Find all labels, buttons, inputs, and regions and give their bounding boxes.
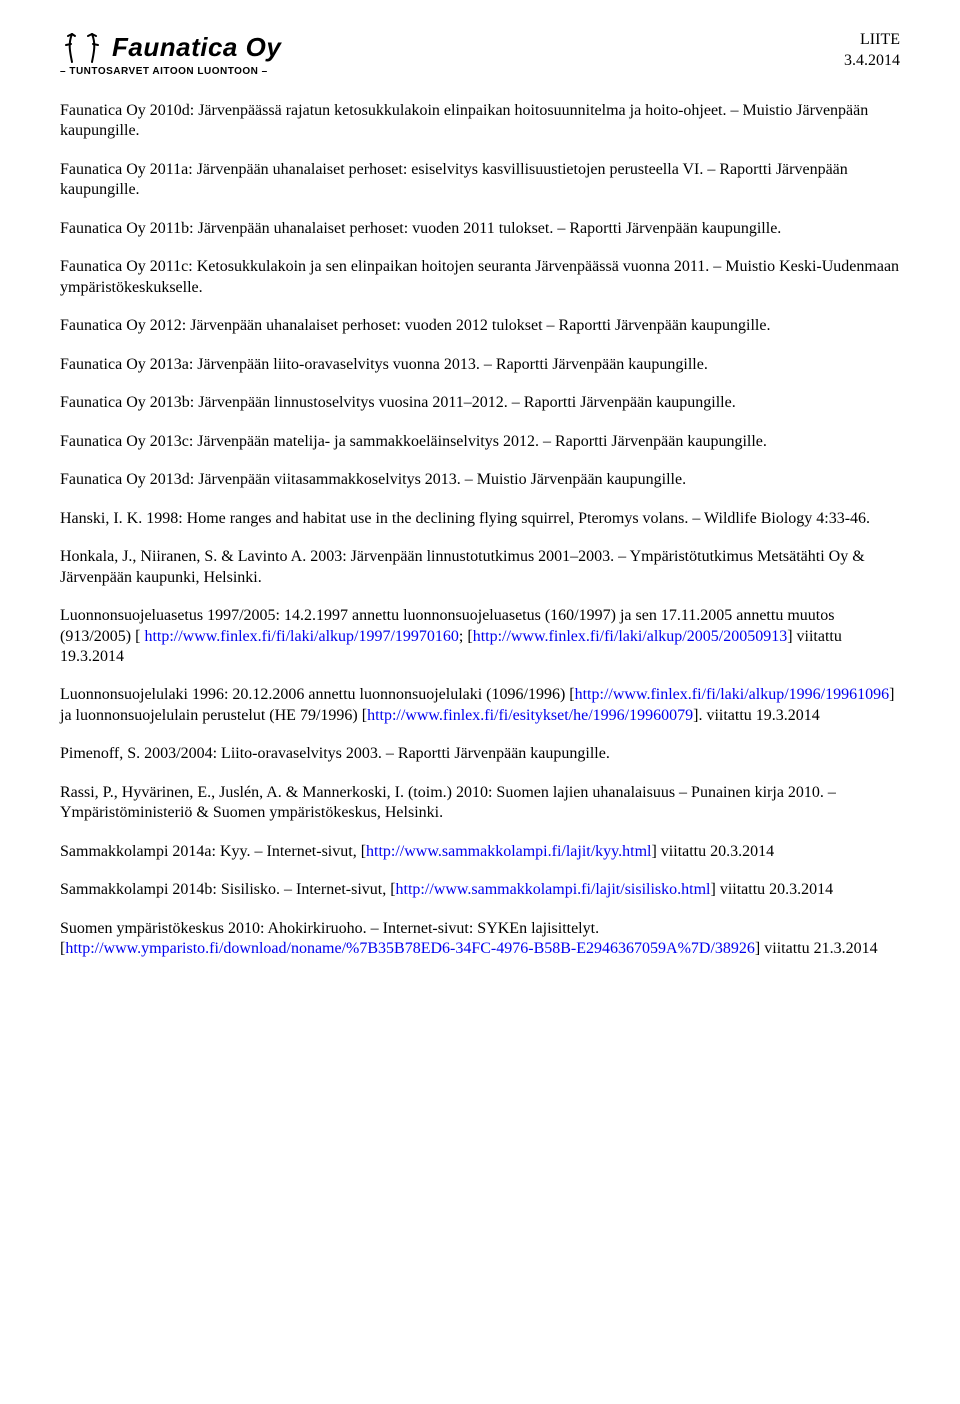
reference-item: Suomen ympäristökeskus 2010: Ahokirkiruo… [60,919,900,960]
reference-link[interactable]: http://www.sammakkolampi.fi/lajit/kyy.ht… [366,843,651,860]
references-list: Faunatica Oy 2010d: Järvenpäässä rajatun… [60,101,900,960]
header-label-liite: LIITE [844,30,900,51]
reference-text: Sammakkolampi 2014b: Sisilisko. – Intern… [60,881,396,898]
header-date: 3.4.2014 [844,51,900,72]
reference-text: Luonnonsuojelulaki 1996: 20.12.2006 anne… [60,686,575,703]
reference-item: Luonnonsuojeluasetus 1997/2005: 14.2.199… [60,606,900,667]
logo-text: Faunatica Oy [112,32,281,63]
reference-item: Luonnonsuojelulaki 1996: 20.12.2006 anne… [60,685,900,726]
reference-item: Faunatica Oy 2011c: Ketosukkulakoin ja s… [60,257,900,298]
page-header: Faunatica Oy – TUNTOSARVET AITOON LUONTO… [60,30,900,77]
reference-item: Faunatica Oy 2013d: Järvenpään viitasamm… [60,470,900,490]
reference-text: Sammakkolampi 2014a: Kyy. – Internet-siv… [60,843,366,860]
reference-item: Faunatica Oy 2013c: Järvenpään matelija-… [60,432,900,452]
reference-text: ]. viitattu 19.3.2014 [693,707,820,724]
reference-text: ; [ [459,628,473,645]
reference-item: Honkala, J., Niiranen, S. & Lavinto A. 2… [60,547,900,588]
reference-link[interactable]: http://www.sammakkolampi.fi/lajit/sisili… [396,881,711,898]
reference-item: Faunatica Oy 2010d: Järvenpäässä rajatun… [60,101,900,142]
reference-link[interactable]: http://www.finlex.fi/fi/laki/alkup/2005/… [473,628,787,645]
reference-item: Faunatica Oy 2011b: Järvenpään uhanalais… [60,219,900,239]
reference-item: Sammakkolampi 2014b: Sisilisko. – Intern… [60,880,900,900]
logo-tagline: – TUNTOSARVET AITOON LUONTOON – [60,66,281,77]
reference-text: ] viitattu 20.3.2014 [651,843,774,860]
reference-link[interactable]: http://www.finlex.fi/fi/laki/alkup/1996/… [575,686,889,703]
reference-text: ] viitattu 20.3.2014 [710,881,833,898]
logo-block: Faunatica Oy – TUNTOSARVET AITOON LUONTO… [60,30,281,77]
reference-text: ] viitattu 21.3.2014 [755,940,878,957]
reference-item: Hanski, I. K. 1998: Home ranges and habi… [60,509,900,529]
page: Faunatica Oy – TUNTOSARVET AITOON LUONTO… [0,0,960,1018]
reference-item: Faunatica Oy 2011a: Järvenpään uhanalais… [60,160,900,201]
reference-item: Pimenoff, S. 2003/2004: Liito-oravaselvi… [60,744,900,764]
reference-item: Rassi, P., Hyvärinen, E., Juslén, A. & M… [60,783,900,824]
reference-item: Faunatica Oy 2012: Järvenpään uhanalaise… [60,316,900,336]
header-right: LIITE 3.4.2014 [844,30,900,72]
antlers-icon [60,30,104,64]
logo-row: Faunatica Oy [60,30,281,64]
reference-link[interactable]: http://www.ymparisto.fi/download/noname/… [65,940,755,957]
reference-link[interactable]: http://www.finlex.fi/fi/esitykset/he/199… [367,707,693,724]
reference-link[interactable]: http://www.finlex.fi/fi/laki/alkup/1997/… [144,628,458,645]
reference-item: Sammakkolampi 2014a: Kyy. – Internet-siv… [60,842,900,862]
reference-item: Faunatica Oy 2013a: Järvenpään liito-ora… [60,355,900,375]
reference-item: Faunatica Oy 2013b: Järvenpään linnustos… [60,393,900,413]
